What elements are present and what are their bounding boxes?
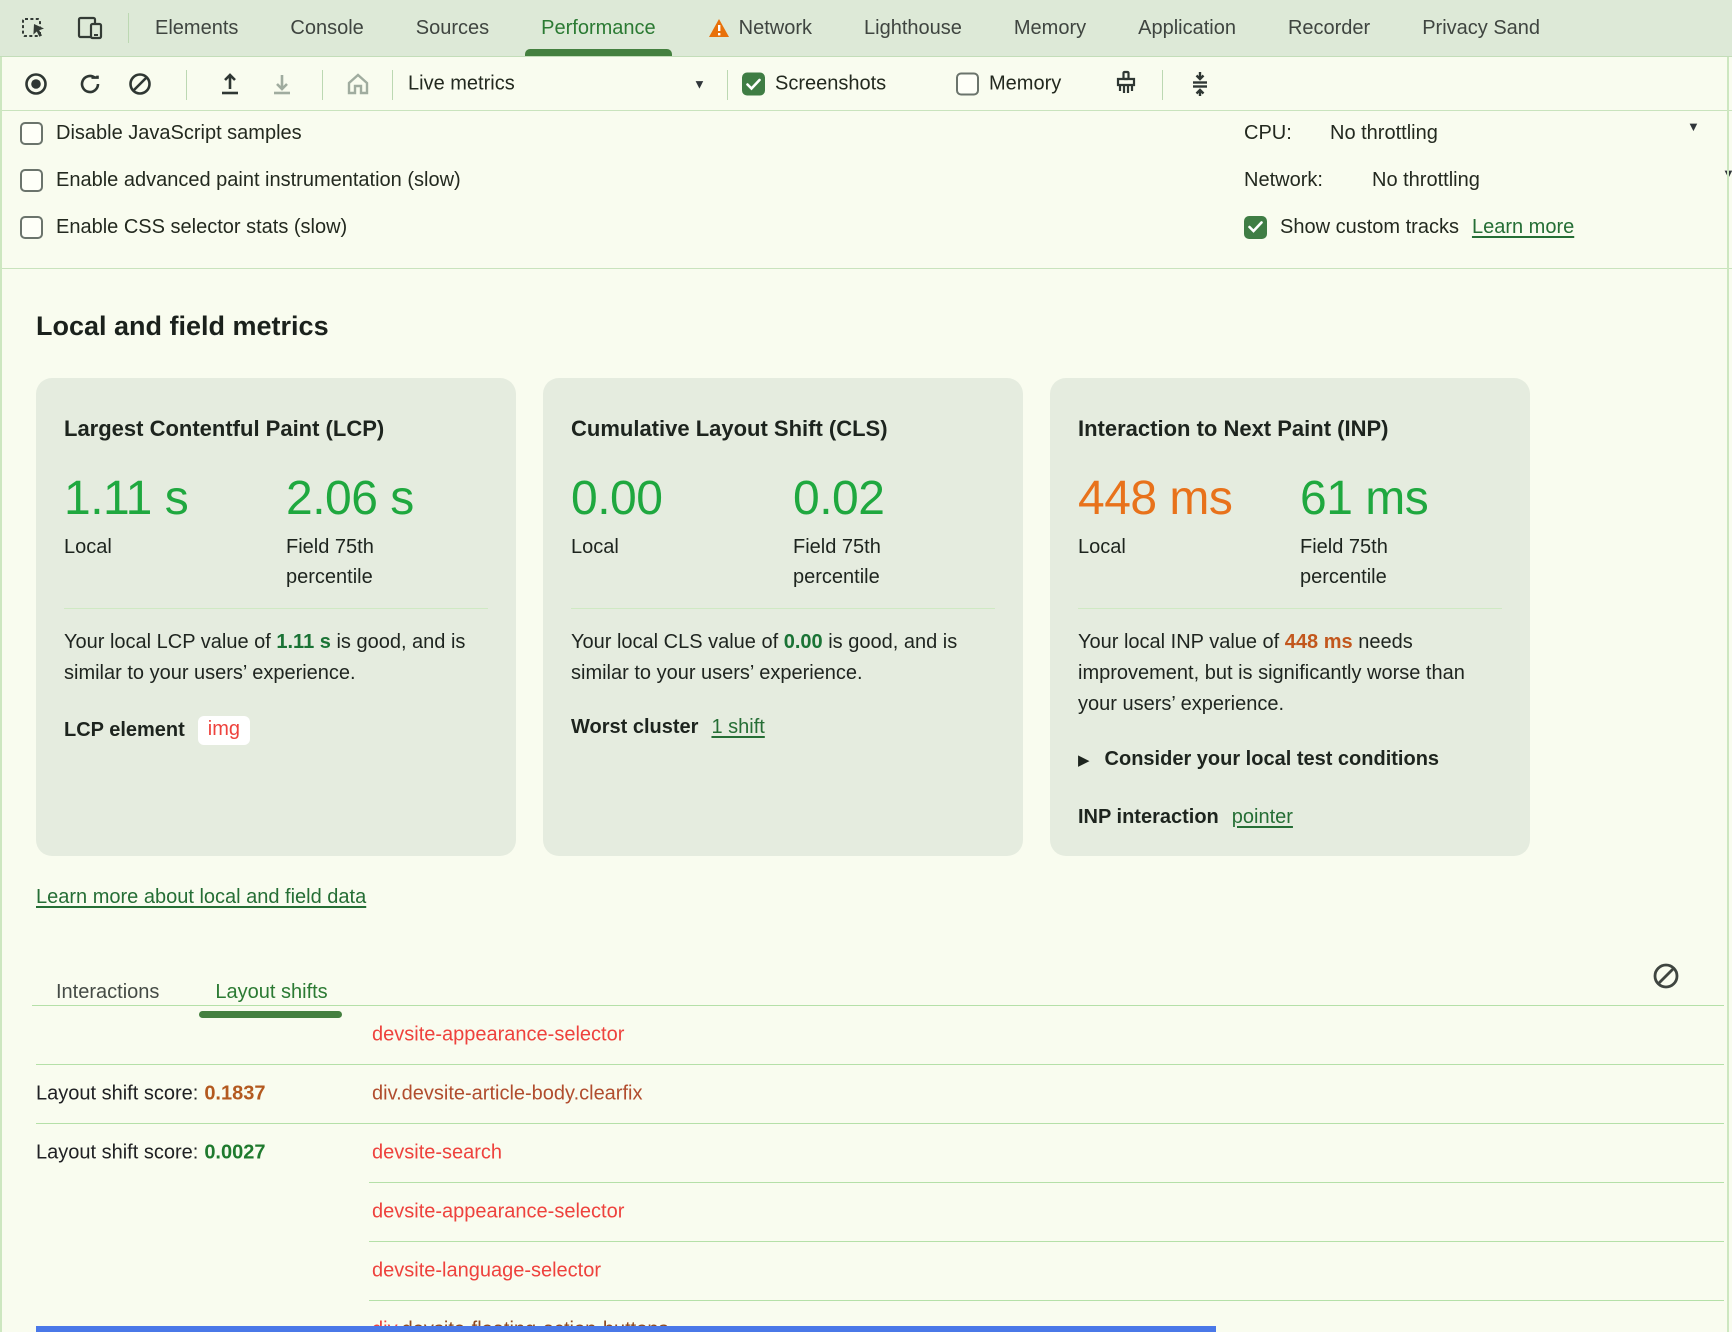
capture-settings-pane: Disable JavaScript samples Enable advanc… bbox=[0, 112, 1732, 269]
log-tabs: Interactions Layout shifts bbox=[56, 972, 343, 1018]
cls-field-value: 0.02 bbox=[793, 472, 885, 525]
inp-card: Interaction to Next Paint (INP) 448 ms L… bbox=[1050, 378, 1530, 856]
tab-lighthouse[interactable]: Lighthouse bbox=[864, 16, 962, 39]
show-custom-tracks-checkbox[interactable] bbox=[1244, 215, 1267, 239]
divider bbox=[36, 1064, 1724, 1065]
screenshots-checkbox[interactable] bbox=[742, 72, 765, 96]
tab-interactions[interactable]: Interactions bbox=[56, 980, 160, 1003]
shift-score: 0.1837 bbox=[204, 1082, 266, 1105]
list-item: devsite-appearance-selector bbox=[0, 1006, 1732, 1064]
warning-icon bbox=[708, 18, 730, 38]
list-item: Layout shift score: 0.1837 div.devsite-ar… bbox=[36, 1082, 643, 1105]
lcp-field-value: 2.06 s bbox=[286, 472, 414, 525]
inp-field-value: 61 ms bbox=[1300, 472, 1429, 525]
tab-performance[interactable]: Performance bbox=[515, 0, 682, 56]
memory-label: Memory bbox=[989, 72, 1062, 95]
css-selector-stats-checkbox[interactable] bbox=[20, 215, 43, 239]
list-item: devsite-appearance-selector bbox=[0, 1183, 1732, 1241]
element-link[interactable]: devsite-language-selector bbox=[372, 1259, 602, 1282]
inp-local-value: 448 ms bbox=[1078, 472, 1233, 525]
metric-cards: Largest Contentful Paint (LCP) 1.11 s Lo… bbox=[36, 378, 1530, 856]
advanced-paint-checkbox[interactable] bbox=[20, 168, 43, 192]
clear-log-icon[interactable] bbox=[1648, 958, 1684, 994]
divider bbox=[64, 608, 488, 609]
live-metrics-view: Local and field metrics Largest Contentf… bbox=[0, 269, 1732, 1332]
disable-js-samples-checkbox[interactable] bbox=[20, 121, 43, 145]
cpu-throttling-select[interactable]: CPU: No throttling ▼ bbox=[1244, 119, 1700, 144]
panel-right-border bbox=[1727, 57, 1729, 1332]
gc-brush-icon[interactable] bbox=[1108, 66, 1144, 102]
tab-application[interactable]: Application bbox=[1138, 16, 1236, 39]
divider bbox=[392, 70, 393, 100]
divider bbox=[727, 70, 728, 100]
screenshots-label: Screenshots bbox=[775, 72, 887, 95]
element-link[interactable]: div.devsite-article-body.clearfix bbox=[372, 1082, 643, 1105]
list-item: Layout shift score: 0.0027 devsite-search bbox=[36, 1141, 503, 1164]
panel-left-border bbox=[0, 57, 2, 1332]
learn-more-field-data-link[interactable]: Learn more about local and field data bbox=[36, 886, 367, 908]
reload-record-icon[interactable] bbox=[72, 66, 108, 102]
tab-console[interactable]: Console bbox=[290, 16, 364, 39]
divider bbox=[1078, 608, 1502, 609]
home-icon[interactable] bbox=[340, 66, 376, 102]
disable-js-samples-toggle[interactable]: Disable JavaScript samples bbox=[20, 115, 302, 151]
memory-toggle[interactable]: Memory bbox=[956, 72, 1062, 96]
local-test-conditions-disclosure[interactable]: ▶ Consider your local test conditions bbox=[1078, 748, 1440, 770]
lcp-local-value: 1.11 s bbox=[64, 472, 189, 525]
chevron-down-icon: ▼ bbox=[1687, 119, 1700, 134]
network-throttling-select[interactable]: Network: No throttling ▼ bbox=[1244, 162, 1732, 198]
device-toolbar-icon[interactable] bbox=[72, 10, 108, 46]
tab-network[interactable]: Network bbox=[682, 0, 838, 56]
element-link[interactable]: devsite-search bbox=[372, 1141, 503, 1164]
live-metrics-label: Live metrics bbox=[408, 72, 515, 95]
divider bbox=[32, 1005, 1724, 1006]
disclosure-triangle-icon: ▶ bbox=[1078, 751, 1090, 769]
lcp-card: Largest Contentful Paint (LCP) 1.11 s Lo… bbox=[36, 378, 516, 856]
element-link[interactable]: devsite-appearance-selector bbox=[372, 1023, 625, 1046]
collapse-panel-icon[interactable] bbox=[1182, 66, 1218, 102]
cls-card: Cumulative Layout Shift (CLS) 0.00 Local… bbox=[543, 378, 1023, 856]
inp-interaction-link[interactable]: pointer bbox=[1231, 806, 1293, 828]
cls-local-value: 0.00 bbox=[571, 472, 663, 525]
tab-memory[interactable]: Memory bbox=[1013, 16, 1087, 39]
tab-elements[interactable]: Elements bbox=[155, 16, 239, 39]
performance-toolbar: Live metrics ▼ Screenshots Memory bbox=[0, 58, 1732, 111]
css-selector-stats-toggle[interactable]: Enable CSS selector stats (slow) bbox=[20, 209, 347, 245]
divider bbox=[369, 1182, 1724, 1183]
list-item: devsite-language-selector bbox=[0, 1242, 1732, 1300]
save-profile-icon[interactable] bbox=[264, 66, 300, 102]
divider bbox=[369, 1300, 1724, 1301]
divider bbox=[571, 608, 995, 609]
worst-cluster-link[interactable]: 1 shift bbox=[711, 716, 765, 738]
divider bbox=[322, 70, 323, 100]
shift-score: 0.0027 bbox=[204, 1141, 266, 1164]
tab-privacy-sandbox[interactable]: Privacy Sandbox bbox=[1422, 16, 1541, 39]
bottom-selection-bar bbox=[36, 1326, 1216, 1332]
clear-icon[interactable] bbox=[122, 66, 158, 102]
divider bbox=[369, 1241, 1724, 1242]
record-icon[interactable] bbox=[18, 66, 54, 102]
divider bbox=[36, 1123, 1724, 1124]
divider bbox=[1162, 70, 1163, 100]
tab-recorder[interactable]: Recorder bbox=[1287, 16, 1371, 39]
advanced-paint-toggle[interactable]: Enable advanced paint instrumentation (s… bbox=[20, 162, 461, 198]
live-metrics-dropdown[interactable]: Live metrics bbox=[408, 73, 515, 96]
learn-more-link[interactable]: Learn more bbox=[1471, 215, 1575, 238]
page-title: Local and field metrics bbox=[36, 311, 329, 341]
chevron-down-icon: ▼ bbox=[693, 76, 706, 92]
element-link[interactable]: devsite-appearance-selector bbox=[372, 1200, 625, 1223]
memory-checkbox[interactable] bbox=[956, 72, 979, 96]
screenshots-toggle[interactable]: Screenshots bbox=[742, 72, 887, 96]
tab-sources[interactable]: Sources bbox=[415, 16, 490, 39]
layout-shifts-list: devsite-appearance-selector Layout shift… bbox=[0, 1006, 1732, 1332]
devtools-tab-strip: Elements Console Sources Performance Net… bbox=[0, 0, 1732, 57]
inspect-element-icon[interactable] bbox=[16, 10, 52, 46]
divider bbox=[186, 70, 187, 100]
tab-layout-shifts[interactable]: Layout shifts bbox=[199, 980, 343, 1018]
lcp-element-chip[interactable]: img bbox=[197, 716, 251, 745]
load-profile-icon[interactable] bbox=[212, 66, 248, 102]
show-custom-tracks-toggle[interactable]: Show custom tracks Learn more bbox=[1244, 209, 1574, 245]
divider bbox=[128, 13, 129, 43]
